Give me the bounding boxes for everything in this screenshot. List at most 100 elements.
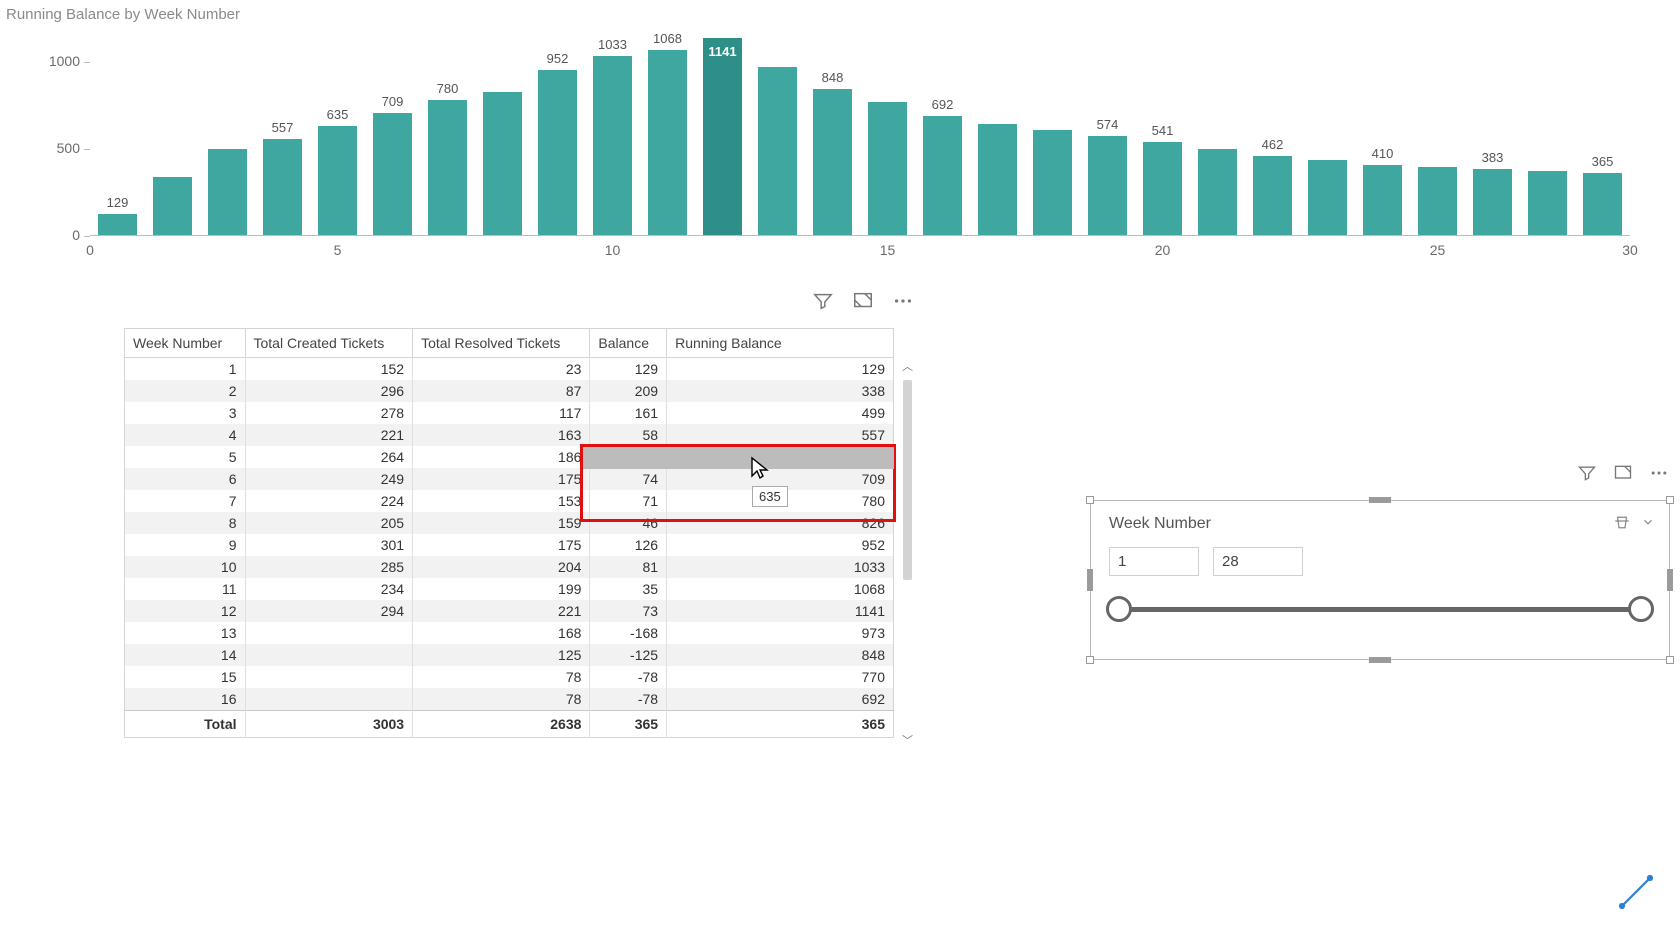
selection-handle[interactable]	[1667, 569, 1673, 591]
selection-handle[interactable]	[1086, 656, 1094, 664]
table-cell[interactable]: 74	[590, 468, 667, 490]
table-cell[interactable]	[245, 666, 413, 688]
chart-bar[interactable]: 952	[538, 70, 578, 236]
chart-bar[interactable]: 129	[98, 214, 138, 236]
chart-bar[interactable]: 410	[1363, 165, 1403, 236]
table-cell[interactable]: 249	[245, 468, 413, 490]
chart-bar[interactable]: 1141	[703, 38, 743, 236]
chart-bar[interactable]: 692	[923, 116, 963, 236]
slicer-min-input[interactable]	[1109, 547, 1199, 576]
table-cell[interactable]: 6	[125, 468, 246, 490]
selection-handle[interactable]	[1666, 496, 1674, 504]
table-row[interactable]: 12294221731141	[125, 600, 894, 622]
table-cell[interactable]: 221	[245, 424, 413, 446]
table-cell[interactable]: 2	[125, 380, 246, 402]
table-cell[interactable]: 278	[245, 402, 413, 424]
chart-bar[interactable]	[978, 124, 1018, 236]
chart-bar[interactable]: 1068	[648, 50, 688, 236]
chart-bar[interactable]: 848	[813, 89, 853, 236]
table-cell[interactable]	[245, 688, 413, 711]
table-cell[interactable]: 952	[667, 534, 894, 556]
selection-handle[interactable]	[1086, 496, 1094, 504]
table-cell[interactable]: 1068	[667, 578, 894, 600]
table-cell[interactable]: 234	[245, 578, 413, 600]
table-header-cell[interactable]: Balance	[590, 329, 667, 358]
chart-bar[interactable]: 383	[1473, 169, 1513, 236]
table-row[interactable]: 10285204811033	[125, 556, 894, 578]
table-cell[interactable]: 294	[245, 600, 413, 622]
table-cell[interactable]: 23	[413, 358, 590, 381]
table-cell[interactable]: 10	[125, 556, 246, 578]
table-cell[interactable]: 13	[125, 622, 246, 644]
focus-mode-icon[interactable]	[852, 290, 874, 312]
table-cell[interactable]: 848	[667, 644, 894, 666]
table-row[interactable]: 422116358557	[125, 424, 894, 446]
table-cell[interactable]: -78	[590, 666, 667, 688]
table-scrollbar[interactable]: ︿ ﹀	[900, 358, 916, 748]
chart-bar[interactable]: 574	[1088, 136, 1128, 236]
table-cell[interactable]: 78	[413, 688, 590, 711]
chart-bar[interactable]	[208, 149, 248, 236]
scroll-down-icon[interactable]: ﹀	[902, 732, 913, 748]
filter-icon[interactable]	[812, 290, 834, 312]
table-header-cell[interactable]: Week Number	[125, 329, 246, 358]
chart-bar[interactable]: 709	[373, 113, 413, 236]
table-cell[interactable]: 153	[413, 490, 590, 512]
table-cell[interactable]: 285	[245, 556, 413, 578]
table-cell[interactable]: 78	[413, 666, 590, 688]
table-cell[interactable]: -168	[590, 622, 667, 644]
bar-chart[interactable]: 1295576357097809521033106811418486925745…	[30, 36, 1650, 256]
chart-bar[interactable]	[483, 92, 523, 236]
table-cell[interactable]: 12	[125, 600, 246, 622]
table-cell[interactable]: 826	[667, 512, 894, 534]
chart-bar[interactable]	[758, 67, 798, 236]
table-cell[interactable]: 161	[590, 402, 667, 424]
table-cell[interactable]: 1141	[667, 600, 894, 622]
table-cell[interactable]: 221	[413, 600, 590, 622]
table-cell[interactable]: 175	[413, 534, 590, 556]
table-header-cell[interactable]: Total Resolved Tickets	[413, 329, 590, 358]
chart-bar[interactable]	[1033, 130, 1073, 236]
table-row[interactable]: 820515946826	[125, 512, 894, 534]
selection-handle[interactable]	[1087, 569, 1093, 591]
table-cell[interactable]: 35	[590, 578, 667, 600]
table-cell[interactable]: 152	[245, 358, 413, 381]
table-cell[interactable]: 5	[125, 446, 246, 468]
table-cell[interactable]: 4	[125, 424, 246, 446]
table-cell[interactable]: 9	[125, 534, 246, 556]
table-header-cell[interactable]: Running Balance	[667, 329, 894, 358]
chart-bar[interactable]: 365	[1583, 173, 1623, 236]
table-row[interactable]: 14125-125848	[125, 644, 894, 666]
table-cell[interactable]: 557	[667, 424, 894, 446]
scroll-up-icon[interactable]: ︿	[902, 358, 913, 374]
table-cell[interactable]: 692	[667, 688, 894, 711]
table-row[interactable]: 229687209338	[125, 380, 894, 402]
week-number-slicer[interactable]: Week Number	[1090, 500, 1670, 660]
table-cell[interactable]: 71	[590, 490, 667, 512]
slicer-slider-max-handle[interactable]	[1628, 596, 1654, 622]
table-cell[interactable]: 87	[413, 380, 590, 402]
table-row[interactable]: 13168-168973	[125, 622, 894, 644]
table-cell[interactable]: 301	[245, 534, 413, 556]
table-cell[interactable]: 199	[413, 578, 590, 600]
slicer-slider-min-handle[interactable]	[1106, 596, 1132, 622]
table-cell[interactable]: 186	[413, 446, 590, 468]
table-cell[interactable]: 499	[667, 402, 894, 424]
table-row[interactable]: 3278117161499	[125, 402, 894, 424]
chart-bar[interactable]	[1528, 171, 1568, 236]
table-cell[interactable]: 15	[125, 666, 246, 688]
table-cell[interactable]: 73	[590, 600, 667, 622]
table-cell[interactable]: 11	[125, 578, 246, 600]
table-header-cell[interactable]: Total Created Tickets	[245, 329, 413, 358]
chart-bar[interactable]: 635	[318, 126, 358, 236]
table-cell[interactable]: 3	[125, 402, 246, 424]
table-cell[interactable]: 14	[125, 644, 246, 666]
more-options-icon[interactable]	[892, 290, 914, 312]
table-cell[interactable]: -125	[590, 644, 667, 666]
table-cell[interactable]: 16	[125, 688, 246, 711]
table-cell[interactable]: 204	[413, 556, 590, 578]
table-row[interactable]: 1578-78770	[125, 666, 894, 688]
table-cell[interactable]: 163	[413, 424, 590, 446]
clear-selection-icon[interactable]	[1613, 515, 1631, 533]
table-cell[interactable]: 224	[245, 490, 413, 512]
